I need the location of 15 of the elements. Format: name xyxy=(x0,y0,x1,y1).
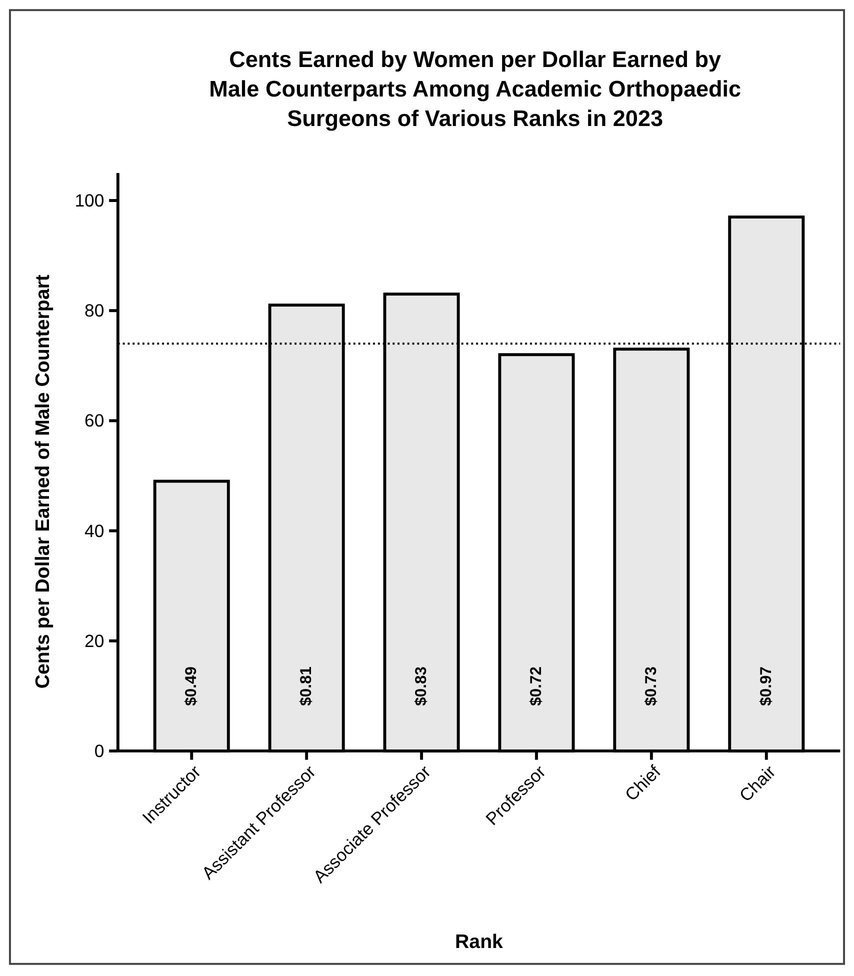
annotation: $0.73 xyxy=(642,666,660,706)
annotation: $0.97 xyxy=(758,666,775,706)
annotation: $0.72 xyxy=(528,666,545,706)
annotation: $0.49 xyxy=(183,666,200,706)
y-tick-label: 100 xyxy=(74,190,104,211)
y-tick-label: 20 xyxy=(84,630,104,651)
y-tick-label: 40 xyxy=(84,520,104,541)
y-tick-label: 60 xyxy=(84,410,104,431)
annotation: $0.81 xyxy=(298,666,316,706)
y-axis-title: Cents per Dollar Earned of Male Counterpart xyxy=(32,274,54,689)
annotation: $0.83 xyxy=(413,666,430,706)
y-tick-label: 80 xyxy=(84,300,104,321)
x-axis-title: Rank xyxy=(455,931,504,954)
y-tick-label: 0 xyxy=(94,740,104,761)
chart-title: Cents Earned by Women per Dollar Earned by Male Counterparts Among Academic Orthopaedic Surgeons of Various Ranks in 2023 xyxy=(209,47,742,131)
